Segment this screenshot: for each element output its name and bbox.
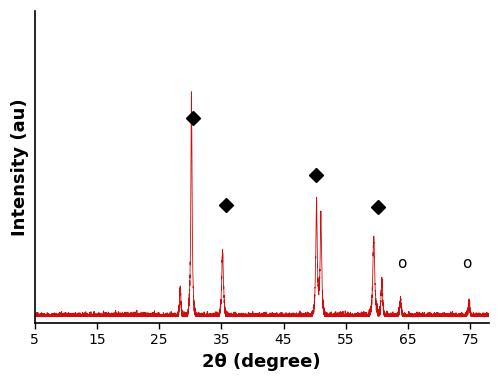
X-axis label: 2θ (degree): 2θ (degree): [202, 353, 321, 371]
Text: o: o: [397, 256, 406, 270]
Text: o: o: [462, 256, 472, 270]
Y-axis label: Intensity (au): Intensity (au): [11, 98, 29, 236]
